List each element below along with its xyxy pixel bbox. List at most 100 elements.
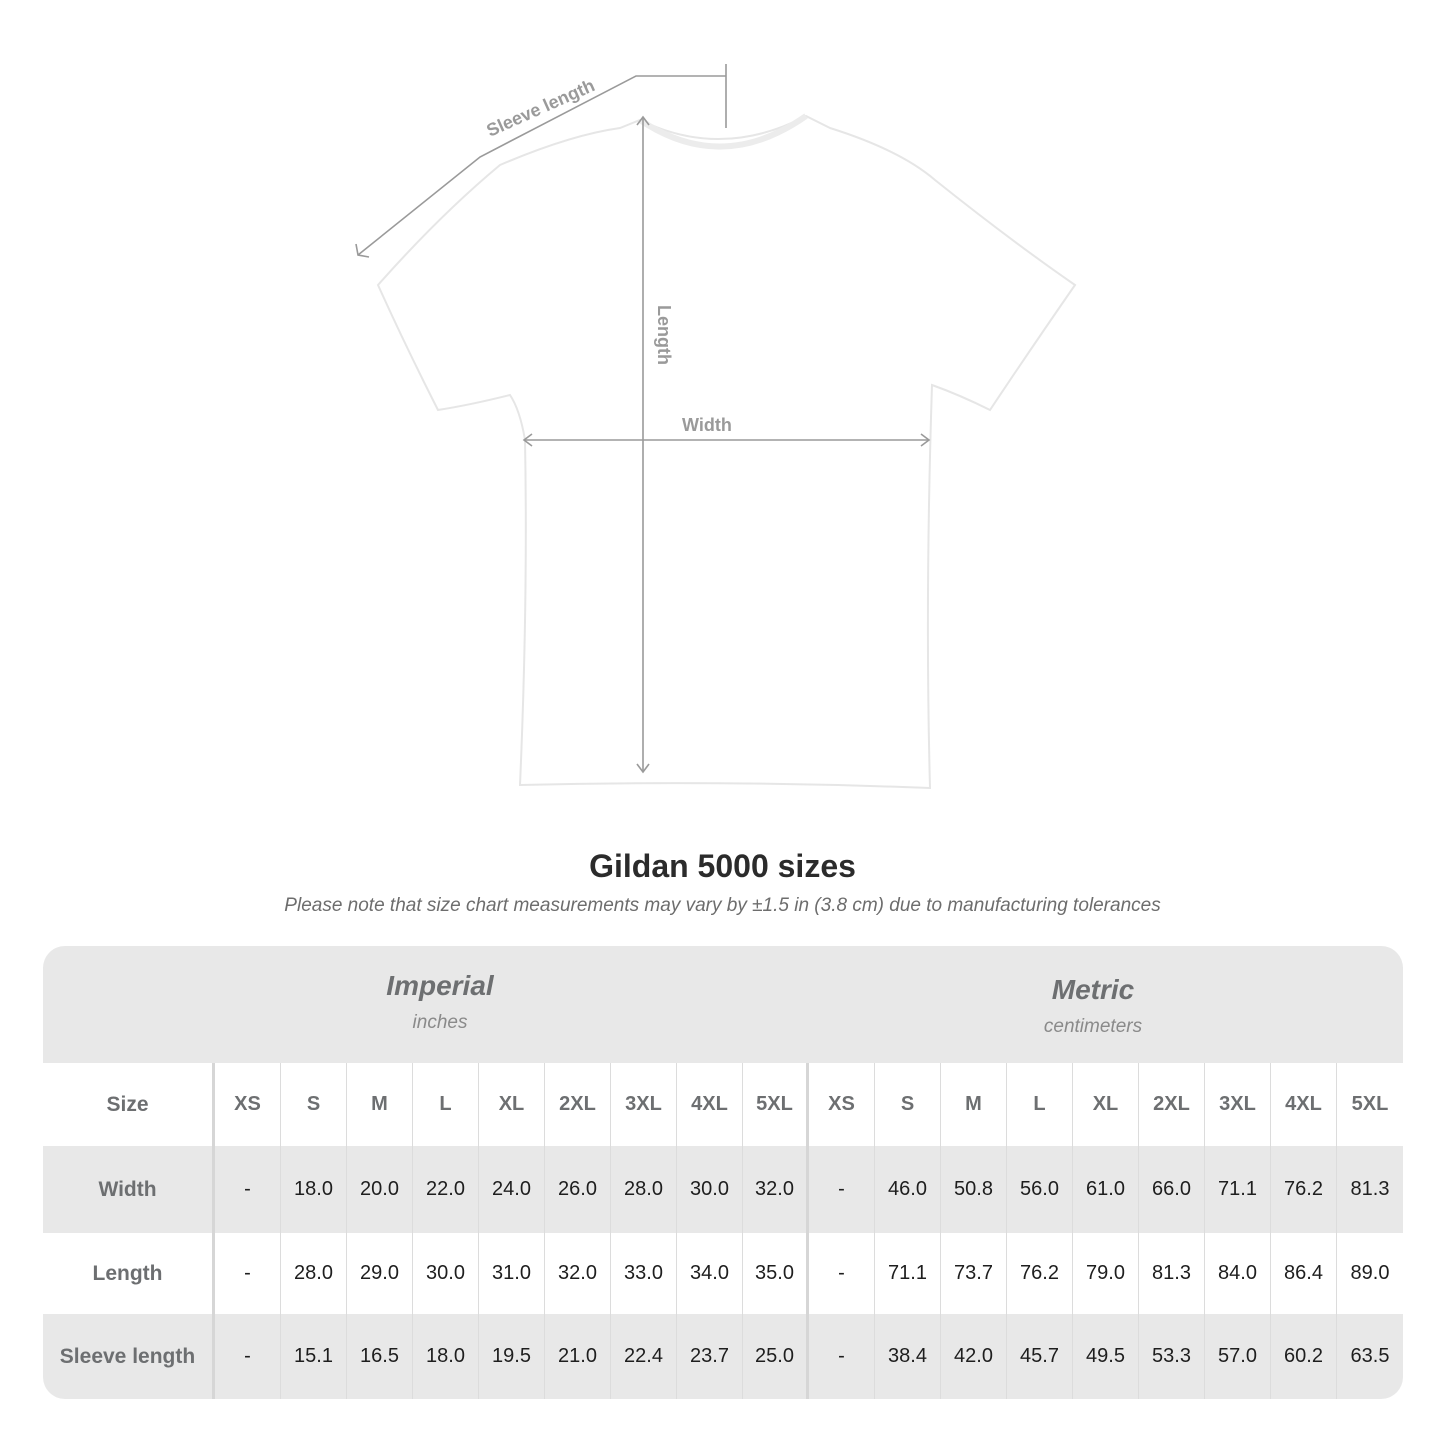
imperial-value-cell: 18.0 — [281, 1146, 347, 1233]
tshirt-shape — [376, 114, 1077, 790]
imperial-value-cell: 18.0 — [413, 1314, 479, 1399]
metric-value-cell: 49.5 — [1073, 1314, 1139, 1399]
unit-header — [43, 946, 1403, 1063]
metric-value-cell: 84.0 — [1205, 1233, 1271, 1314]
length-label: Length — [654, 305, 674, 365]
metric-size-header: XL — [1073, 1063, 1139, 1146]
metric-size-header: XS — [809, 1063, 875, 1146]
size-header-row: Size XS S M L XL 2XL 3XL 4XL 5XL XS S M L XL 2XL 3XL 4XL 5… — [43, 1063, 1403, 1146]
sleeve-length-label: Sleeve length — [483, 75, 597, 140]
imperial-value-cell: 23.7 — [677, 1314, 743, 1399]
chart-title: Gildan 5000 sizes — [589, 848, 856, 884]
metric-value-cell: - — [809, 1314, 875, 1399]
metric-value-cell: 50.8 — [941, 1146, 1007, 1233]
imperial-title: Imperial — [386, 970, 494, 1001]
metric-value-cell: 42.0 — [941, 1314, 1007, 1399]
imperial-size-header: S — [281, 1063, 347, 1146]
row-label: Length — [43, 1233, 215, 1314]
metric-value-cell: 79.0 — [1073, 1233, 1139, 1314]
imperial-size-header: 4XL — [677, 1063, 743, 1146]
metric-size-header: 3XL — [1205, 1063, 1271, 1146]
imperial-value-cell: - — [215, 1314, 281, 1399]
imperial-unit: inches — [412, 1012, 468, 1033]
metric-value-cell: 63.5 — [1350, 1345, 1390, 1367]
imperial-header: Imperial inches — [215, 970, 665, 1034]
table-row: Width -18.0 20.0 22.0 24.0 26.0 28.0 30.0 32.0-4… — [43, 1146, 1403, 1233]
metric-value-cell: 73.7 — [941, 1233, 1007, 1314]
imperial-value-cell: 19.5 — [479, 1314, 545, 1399]
imperial-value-cell: 32.0 — [545, 1233, 611, 1314]
metric-value-cell: 66.0 — [1139, 1146, 1205, 1233]
imperial-size-header: 5XL — [743, 1063, 809, 1146]
metric-size-header: L — [1007, 1063, 1073, 1146]
metric-value-cell: 81.3 — [1350, 1178, 1390, 1200]
metric-value-cell: 57.0 — [1205, 1314, 1271, 1399]
metric-value-cell: 71.1 — [875, 1233, 941, 1314]
tolerance-note: Please note that size chart measurements… — [284, 895, 1161, 916]
imperial-value-cell: 26.0 — [545, 1146, 611, 1233]
length-arrowhead-bottom — [636, 763, 650, 774]
imperial-value-cell: - — [215, 1233, 281, 1314]
imperial-value-cell: 30.0 — [413, 1233, 479, 1314]
table-row: Sleeve length -15.1 16.5 18.0 19.5 21.0 22.4 23… — [43, 1314, 1403, 1399]
metric-value-cell: 89.0 — [1350, 1262, 1390, 1284]
metric-size-header: 5XL — [1351, 1093, 1389, 1115]
imperial-size-header: M — [347, 1063, 413, 1146]
metric-unit: centimeters — [1043, 1016, 1143, 1037]
metric-value-cell: 60.2 — [1271, 1314, 1337, 1399]
metric-value-cell: 86.4 — [1271, 1233, 1337, 1314]
imperial-value-cell: 20.0 — [347, 1146, 413, 1233]
metric-size-header: 4XL — [1271, 1063, 1337, 1146]
imperial-value-cell: 35.0 — [743, 1233, 809, 1314]
imperial-value-cell: 31.0 — [479, 1233, 545, 1314]
width-label: Width — [682, 415, 732, 435]
imperial-value-cell: 22.0 — [413, 1146, 479, 1233]
row-label: Sleeve length — [43, 1314, 215, 1399]
imperial-size-header: L — [413, 1063, 479, 1146]
imperial-value-cell: 25.0 — [743, 1314, 809, 1399]
metric-value-cell: 76.2 — [1271, 1146, 1337, 1233]
imperial-value-cell: 33.0 — [611, 1233, 677, 1314]
metric-value-cell: 61.0 — [1073, 1146, 1139, 1233]
imperial-size-header: XS — [215, 1063, 281, 1146]
row-label: Width — [43, 1146, 215, 1233]
imperial-value-cell: 30.0 — [677, 1146, 743, 1233]
length-arrowhead-top — [636, 115, 650, 126]
imperial-size-header: XL — [479, 1063, 545, 1146]
imperial-value-cell: 28.0 — [281, 1233, 347, 1314]
metric-value-cell: 71.1 — [1205, 1146, 1271, 1233]
imperial-value-cell: - — [215, 1146, 281, 1233]
metric-value-cell: 38.4 — [875, 1314, 941, 1399]
metric-value-cell: - — [809, 1233, 875, 1314]
metric-header: Metric centimeters — [868, 974, 1318, 1038]
imperial-value-cell: 24.0 — [479, 1146, 545, 1233]
table-row: Length -28.0 29.0 30.0 31.0 32.0 33.0 34.0 35.0-… — [43, 1233, 1403, 1314]
size-table: Imperial inches Metric centimeters Size X… — [43, 946, 1403, 1399]
metric-value-cell: 45.7 — [1007, 1314, 1073, 1399]
imperial-value-cell: 34.0 — [677, 1233, 743, 1314]
tshirt-diagram: Sleeve length Length Width — [355, 64, 1077, 790]
metric-title: Metric — [1051, 974, 1135, 1005]
metric-value-cell: 46.0 — [875, 1146, 941, 1233]
width-arrowhead-left — [522, 433, 533, 447]
imperial-value-cell: 15.1 — [281, 1314, 347, 1399]
imperial-value-cell: 21.0 — [545, 1314, 611, 1399]
imperial-value-cell: 29.0 — [347, 1233, 413, 1314]
metric-value-cell: 56.0 — [1007, 1146, 1073, 1233]
sleeve-arrowhead — [355, 243, 370, 258]
imperial-size-header: 2XL — [545, 1063, 611, 1146]
metric-value-cell: 53.3 — [1139, 1314, 1205, 1399]
metric-size-header: M — [941, 1063, 1007, 1146]
size-label: Size — [43, 1063, 215, 1146]
imperial-value-cell: 28.0 — [611, 1146, 677, 1233]
tshirt-collar — [638, 113, 808, 150]
sleeve-length-line — [357, 75, 726, 256]
metric-size-header: 2XL — [1139, 1063, 1205, 1146]
metric-value-cell: 76.2 — [1007, 1233, 1073, 1314]
imperial-size-header: 3XL — [611, 1063, 677, 1146]
metric-value-cell: - — [809, 1146, 875, 1233]
imperial-value-cell: 32.0 — [743, 1146, 809, 1233]
metric-value-cell: 81.3 — [1139, 1233, 1205, 1314]
width-arrowhead-right — [920, 433, 931, 447]
metric-size-header: S — [875, 1063, 941, 1146]
